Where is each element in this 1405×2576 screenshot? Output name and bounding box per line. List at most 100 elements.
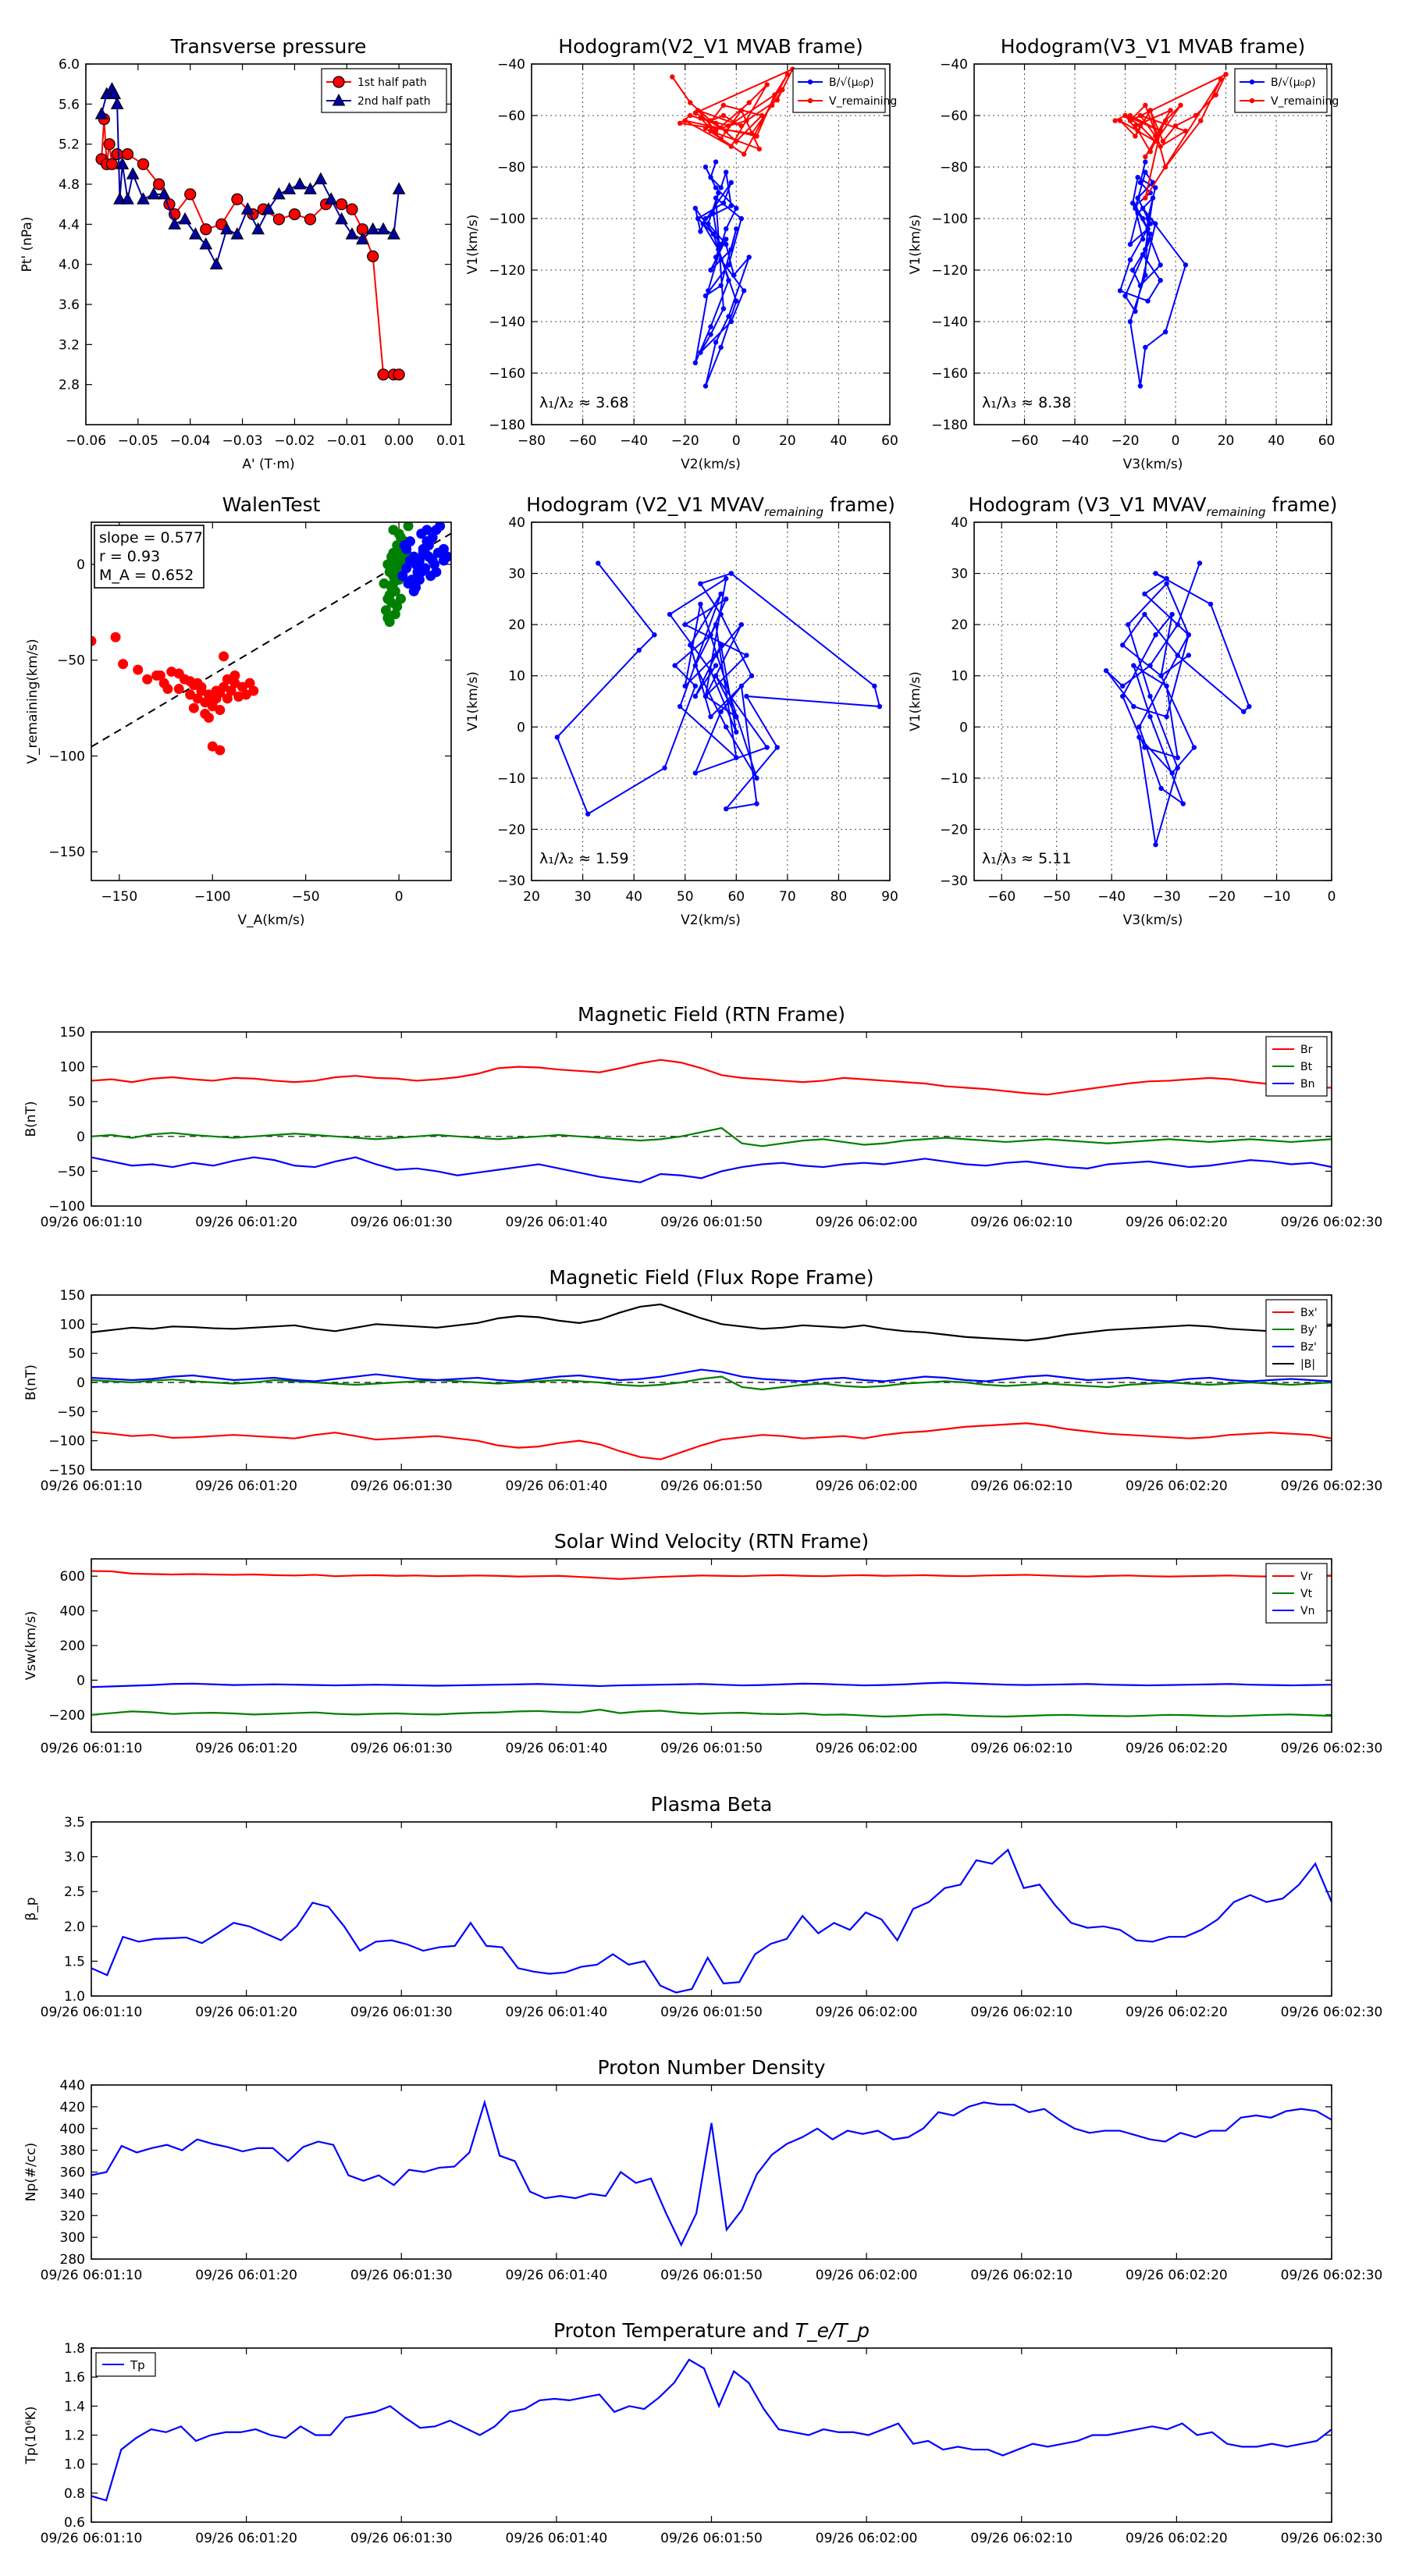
walen-test-first-group-point bbox=[203, 689, 214, 700]
hodogram-v3v1-mvab-v-remaining-point bbox=[1143, 154, 1148, 159]
hodogram-v3v1-mvav-ytick-label: 20 bbox=[951, 617, 968, 633]
hodogram-v3v1-mvab-b-point bbox=[1150, 195, 1156, 201]
hodogram-v2v1-mvav-hodogram-point bbox=[702, 693, 709, 699]
solar-wind-velocity-vn-line bbox=[91, 1681, 1332, 1688]
proton-number-density-xtick-label: 09/26 06:01:50 bbox=[660, 2268, 763, 2283]
hodogram-v2v1-mvab-b-point bbox=[723, 226, 729, 232]
transverse-pressure-legend: 1st half path 2nd half path bbox=[321, 68, 447, 113]
hodogram-v3v1-mvab-v-remaining-point bbox=[1160, 138, 1166, 144]
hodogram-v2v1-mvav-plot-area bbox=[554, 560, 883, 817]
transverse-pressure-ytick-label: 5.6 bbox=[59, 97, 80, 112]
hodogram-v3v1-mvav-ytick-label: 0 bbox=[959, 720, 968, 735]
plasma-beta-axes-frame bbox=[91, 1821, 1332, 1997]
plasma-beta-beta-line bbox=[91, 1848, 1072, 1994]
magnetic-field-flux-rope-ytick-label: 50 bbox=[68, 1347, 85, 1362]
solar-wind-velocity-axes-frame bbox=[91, 1558, 1332, 1733]
transverse-pressure-1st-half-path-point bbox=[304, 213, 317, 226]
transverse-pressure-1st-half-path-point bbox=[377, 368, 389, 381]
proton-number-density-ytick-label: 400 bbox=[60, 2122, 85, 2137]
hodogram-v3v1-mvab-b-point bbox=[1145, 298, 1151, 304]
transverse-pressure-xtick-label: 0.01 bbox=[436, 433, 466, 449]
solar-wind-velocity-xtick-label: 09/26 06:01:50 bbox=[660, 1741, 763, 1756]
walen-test-first-group-point bbox=[133, 664, 144, 675]
hodogram-v2v1-mvav-hodogram-point bbox=[692, 770, 699, 776]
hodogram-v3v1-mvab-v-remaining-point bbox=[1135, 128, 1140, 133]
hodogram-v3v1-mvab-v-remaining-point bbox=[1127, 112, 1133, 119]
hodogram-v2v1-mvav-chart: −30 −20 −10 0 10 20 30 40 20 30 40 50 60 70 80 90 Hodogr… bbox=[465, 493, 898, 928]
transverse-pressure-2nd-half-path-point bbox=[110, 97, 124, 109]
hodogram-v2v1-mvav-xtick-label: 40 bbox=[625, 889, 642, 905]
hodogram-v3v1-mvav-title-suffix: frame) bbox=[1266, 493, 1338, 516]
hodogram-v3v1-mvab-b-point bbox=[1153, 185, 1158, 190]
hodogram-v2v1-mvab-b-point bbox=[718, 241, 724, 247]
hodogram-v2v1-mvab-v-remaining-point bbox=[692, 110, 699, 116]
plasma-beta-beta-tail-line bbox=[1070, 1862, 1332, 1943]
magnetic-field-flux-rope-xtick-label: 09/26 06:01:10 bbox=[41, 1478, 143, 1494]
solar-wind-velocity-xtick-label: 09/26 06:01:30 bbox=[350, 1741, 453, 1756]
hodogram-v2v1-mvav-xtick-label: 20 bbox=[523, 889, 540, 905]
walen-test-third-group-point bbox=[432, 547, 443, 558]
hodogram-v3v1-mvav-ytick-label: −30 bbox=[940, 873, 968, 889]
magnetic-field-flux-rope-xtick-label: 09/26 06:01:40 bbox=[506, 1478, 608, 1494]
hodogram-v2v1-mvab-legend-box bbox=[792, 68, 886, 113]
hodogram-v2v1-mvab-v-remaining-point bbox=[772, 92, 777, 98]
hodogram-v2v1-mvab-annotation: λ₁/λ₂ ≈ 3.68 bbox=[539, 394, 628, 411]
proton-number-density-ytick-label: 340 bbox=[60, 2186, 85, 2202]
plasma-beta-ylabel: β_p bbox=[23, 1897, 39, 1920]
walen-test-ylabel: V_remaining(km/s) bbox=[25, 639, 41, 763]
transverse-pressure-2nd-half-path-point bbox=[376, 222, 390, 235]
plasma-beta-xtick-label: 09/26 06:02:30 bbox=[1281, 2005, 1383, 2020]
hodogram-v2v1-mvav-ytick-label: 10 bbox=[508, 669, 525, 685]
hodogram-v3v1-mvab-legend-label-b: B/√(μ₀ρ) bbox=[1271, 76, 1316, 89]
transverse-pressure-1st-half-path-line bbox=[101, 119, 400, 375]
walen-test-first-group-point bbox=[110, 632, 121, 642]
magnetic-field-rtn-xtick-label: 09/26 06:01:20 bbox=[195, 1215, 297, 1230]
hodogram-v3v1-mvav-hodogram-point bbox=[1175, 765, 1180, 770]
hodogram-v3v1-mvav-hodogram-point bbox=[1164, 581, 1169, 586]
transverse-pressure-ytick-label: 4.0 bbox=[59, 258, 80, 273]
hodogram-v3v1-mvab-ytick-label: −100 bbox=[931, 212, 968, 227]
solar-wind-velocity-ytick-label: −200 bbox=[48, 1708, 85, 1724]
transverse-pressure-chart: 2.8 3.2 3.6 4.0 4.4 4.8 5.2 5.6 6.0 −0.06 −0.05 −0.… bbox=[20, 35, 466, 472]
hodogram-v2v1-mvav-hodogram-point bbox=[744, 653, 749, 658]
hodogram-v2v1-mvab-b-point bbox=[716, 247, 721, 252]
hodogram-v3v1-mvab-b-point bbox=[1129, 201, 1136, 206]
hodogram-v3v1-mvab-b-point bbox=[1117, 288, 1123, 294]
hodogram-v3v1-mvav-ytick-label: 40 bbox=[951, 515, 968, 531]
hodogram-v2v1-mvav-hodogram-point bbox=[718, 709, 724, 714]
hodogram-v2v1-mvav-hodogram-point bbox=[682, 621, 688, 628]
walen-test-first-group-point bbox=[155, 670, 165, 681]
plasma-beta-xtick-label: 09/26 06:01:40 bbox=[506, 2005, 608, 2020]
solar-wind-velocity-xtick-label: 09/26 06:02:10 bbox=[970, 1741, 1072, 1756]
hodogram-v2v1-mvab-v-remaining-point bbox=[708, 128, 713, 133]
transverse-pressure-2nd-half-path-point bbox=[199, 237, 213, 250]
magnetic-field-flux-rope-xtick-label: 09/26 06:02:00 bbox=[816, 1478, 918, 1494]
hodogram-v2v1-mvab-legend: B/√(μ₀ρ) V_remaining bbox=[792, 68, 897, 113]
hodogram-v3v1-mvab-xtick-label: 60 bbox=[1318, 433, 1336, 449]
magnetic-field-rtn-chart: −100 −50 0 50 100 150 09/26 06:01:10 09/26 06:0… bbox=[23, 1003, 1382, 1230]
hodogram-v3v1-mvab-v-remaining-point bbox=[1112, 118, 1118, 123]
transverse-pressure-2nd-half-path-point bbox=[189, 227, 202, 240]
magnetic-field-rtn-ytick-label: 50 bbox=[68, 1094, 85, 1110]
hodogram-v3v1-mvab-b-point bbox=[1158, 278, 1163, 283]
plasma-beta-ytick-label: 3.5 bbox=[64, 1815, 85, 1831]
hodogram-v3v1-mvab-v-remaining-point bbox=[1183, 128, 1189, 133]
hodogram-v2v1-mvab-b-point bbox=[700, 221, 706, 226]
hodogram-v3v1-mvav-chart: −30 −20 −10 0 10 20 30 40 −60 −50 −40 −30 −20 −10 0 Hod… bbox=[908, 493, 1337, 928]
hodogram-v2v1-mvab-plot-area bbox=[670, 66, 795, 389]
hodogram-v3v1-mvab-chart: −180 −160 −140 −120 −100 −80 −60 −40 −60 −40 −20 0 2… bbox=[908, 35, 1339, 472]
hodogram-v2v1-mvav-xtick-label: 60 bbox=[727, 889, 745, 905]
transverse-pressure-2nd-half-path-point bbox=[366, 222, 380, 235]
transverse-pressure-2nd-half-path-point bbox=[113, 192, 126, 205]
hodogram-v3v1-mvab-b-point bbox=[1147, 237, 1153, 242]
hodogram-v2v1-mvab-v-remaining-point bbox=[708, 118, 713, 123]
walen-test-first-group-point bbox=[240, 689, 251, 700]
hodogram-v2v1-mvav-hodogram-point bbox=[723, 806, 729, 812]
hodogram-v2v1-mvav-ytick-label: −20 bbox=[497, 822, 525, 838]
hodogram-v2v1-mvab-b-point bbox=[708, 324, 713, 329]
solar-wind-velocity-xtick-label: 09/26 06:01:20 bbox=[195, 1741, 297, 1756]
hodogram-v3v1-mvab-ytick-label: −160 bbox=[931, 366, 968, 382]
hodogram-v3v1-mvab-v-remaining-point bbox=[1172, 123, 1179, 129]
hodogram-v3v1-mvav-hodogram-point bbox=[1164, 575, 1169, 582]
hodogram-v3v1-mvab-xtick-label: −20 bbox=[1112, 433, 1140, 449]
